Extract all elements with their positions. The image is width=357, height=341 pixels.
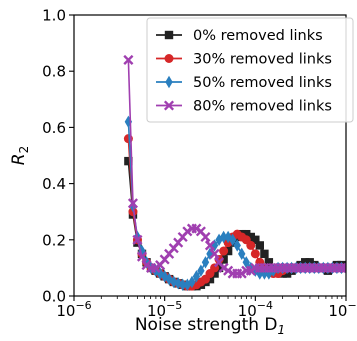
y-tick-label: 1.0 xyxy=(42,7,66,25)
legend-box xyxy=(146,17,354,123)
data-point xyxy=(246,232,255,242)
data-point xyxy=(228,233,237,246)
data-point xyxy=(251,235,260,244)
legend-item: 30% removed links xyxy=(156,52,332,68)
data-point xyxy=(141,260,152,271)
data-point xyxy=(250,249,260,259)
data-point xyxy=(210,269,219,278)
data-point xyxy=(219,246,229,256)
data-point xyxy=(242,229,251,239)
data-point xyxy=(132,234,143,245)
x-tick-label: 10−3 xyxy=(328,299,357,320)
legend-marker xyxy=(165,75,173,89)
data-point xyxy=(260,249,269,259)
data-point xyxy=(124,156,133,166)
data-point xyxy=(255,241,264,250)
x-tick-label: 10−4 xyxy=(238,299,273,320)
data-point xyxy=(233,239,241,252)
data-point xyxy=(236,268,247,279)
y-tick-label: 0.6 xyxy=(42,119,66,137)
y-axis-title: R2 xyxy=(9,146,31,165)
data-point xyxy=(215,233,223,246)
data-point xyxy=(238,247,246,261)
data-point xyxy=(178,278,187,291)
series-3 xyxy=(123,54,346,279)
data-point xyxy=(219,230,228,244)
data-point xyxy=(245,265,256,276)
data-point xyxy=(192,270,201,283)
legend-marker xyxy=(163,100,175,111)
data-point xyxy=(246,240,256,250)
data-point xyxy=(219,255,228,264)
data-point xyxy=(214,263,224,273)
legend-marker xyxy=(164,30,174,40)
data-point xyxy=(150,262,161,273)
data-point xyxy=(340,262,346,273)
legend-item: 50% removed links xyxy=(156,75,332,91)
legend-label: 80% removed links xyxy=(193,99,332,115)
data-point xyxy=(188,275,196,289)
data-point xyxy=(223,265,234,276)
data-point xyxy=(127,198,139,209)
x-tick-label: 10−6 xyxy=(56,299,91,320)
x-tick-label: 10−5 xyxy=(147,299,182,320)
y-tick-label: 0.0 xyxy=(42,288,66,306)
legend-label: 30% removed links xyxy=(193,52,332,68)
legend: 0% removed links 30% removed links 50% rem… xyxy=(146,17,354,123)
legend-label: 0% removed links xyxy=(193,28,323,44)
legend-marker xyxy=(164,54,174,63)
y-tick-label: 0.4 xyxy=(42,175,66,193)
y-tick-label: 0.8 xyxy=(42,63,66,81)
plot-frame xyxy=(73,14,347,297)
data-point xyxy=(264,258,274,267)
data-point xyxy=(201,256,210,269)
legend-label: 50% removed links xyxy=(193,75,332,91)
legend-item: 0% removed links xyxy=(156,28,323,44)
data-point xyxy=(136,251,148,262)
data-point xyxy=(204,240,216,251)
y-tick-label: 0.2 xyxy=(42,231,66,249)
legend-item: 80% removed links xyxy=(156,99,332,115)
data-point xyxy=(182,226,193,237)
data-point xyxy=(224,230,232,244)
x-axis-title: Noise strength D1 xyxy=(135,315,285,337)
data-point xyxy=(200,231,211,243)
data-point xyxy=(123,54,134,66)
data-point xyxy=(197,264,205,277)
data-point xyxy=(242,256,250,269)
series-group xyxy=(123,54,346,291)
data-point xyxy=(209,248,220,259)
